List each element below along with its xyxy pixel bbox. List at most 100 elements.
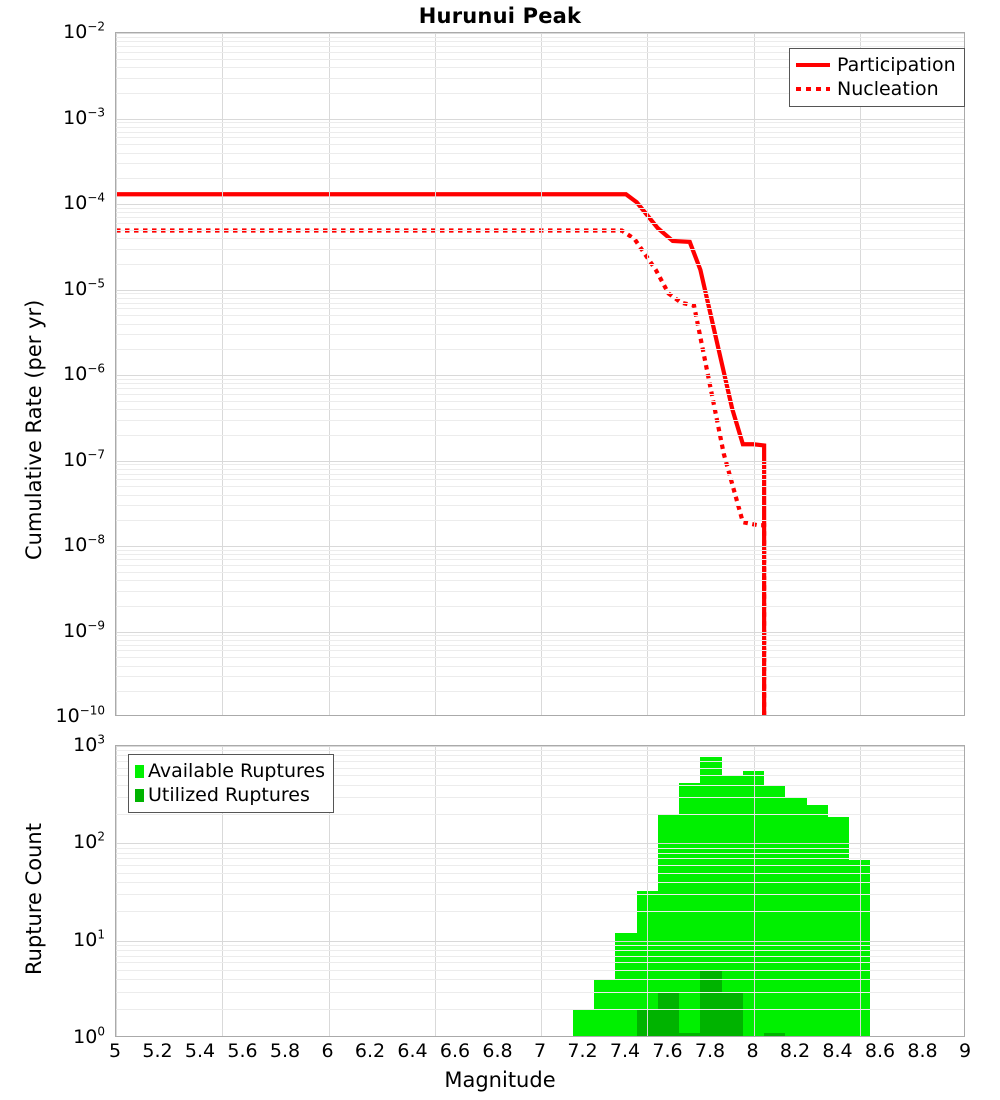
gridline-horizontal xyxy=(116,571,964,573)
y-tick-label: 103 xyxy=(73,732,105,756)
histogram-bars xyxy=(116,746,964,1036)
x-tick-label: 5.6 xyxy=(227,1040,258,1062)
gridline-horizontal xyxy=(116,549,964,551)
utilized-swatch-icon xyxy=(135,788,144,802)
rate-curves xyxy=(116,192,767,715)
gridline-horizontal xyxy=(116,657,964,659)
x-tick-label: 5 xyxy=(108,1040,122,1062)
dotted-line-icon xyxy=(796,87,830,91)
gridline-horizontal xyxy=(116,894,964,896)
y-tick-label: 10−7 xyxy=(63,447,105,471)
y-tick-label: 10−4 xyxy=(63,190,105,214)
x-tick-label: 7.8 xyxy=(694,1040,726,1062)
legend-label-utilized: Utilized Ruptures xyxy=(148,784,310,806)
gridline-horizontal xyxy=(116,991,964,993)
gridline-horizontal xyxy=(116,126,964,128)
gridline-horizontal xyxy=(116,796,964,798)
gridline-horizontal xyxy=(116,248,964,250)
gridline-horizontal xyxy=(116,945,964,947)
gridline-horizontal xyxy=(116,590,964,592)
legend-item-nucleation: Nucleation xyxy=(796,77,956,101)
gridline-horizontal xyxy=(116,323,964,325)
curve-legend: Participation Nucleation xyxy=(789,48,965,107)
y-tick-label: 10−10 xyxy=(55,703,105,727)
gridline-vertical xyxy=(328,33,330,715)
gridline-horizontal xyxy=(116,207,964,209)
gridline-horizontal xyxy=(116,644,964,646)
bar-available xyxy=(679,782,701,1036)
gridline-horizontal xyxy=(116,775,964,777)
gridline-horizontal xyxy=(116,388,964,390)
gridline-vertical xyxy=(328,746,330,1036)
gridline-horizontal xyxy=(116,67,964,69)
gridline-vertical xyxy=(222,746,224,1036)
gridline-horizontal xyxy=(116,950,964,952)
x-tick-label: 5.4 xyxy=(184,1040,216,1062)
x-tick-label: 5.2 xyxy=(142,1040,173,1062)
gridline-horizontal xyxy=(116,58,964,60)
gridline-horizontal xyxy=(116,676,964,678)
gridline-horizontal xyxy=(116,400,964,402)
gridline-horizontal xyxy=(116,665,964,667)
gridline-vertical xyxy=(647,746,649,1036)
x-tick-label: 6.6 xyxy=(439,1040,471,1062)
legend-label-nucleation: Nucleation xyxy=(837,78,939,100)
gridline-horizontal xyxy=(116,559,964,561)
y-tick-label: 102 xyxy=(73,830,105,854)
x-tick-label: 5.8 xyxy=(269,1040,301,1062)
gridline-horizontal xyxy=(116,178,964,180)
gridline-horizontal xyxy=(116,229,964,231)
gridline-horizontal xyxy=(116,631,964,633)
y-tick-label: 101 xyxy=(73,927,105,951)
gridline-horizontal xyxy=(116,605,964,607)
gridline-horizontal xyxy=(116,222,964,224)
available-swatch-icon xyxy=(135,764,144,778)
gridline-horizontal xyxy=(116,761,964,763)
gridline-horizontal xyxy=(116,852,964,854)
gridline-vertical xyxy=(541,746,542,1036)
y-tick-label: 10−6 xyxy=(63,361,105,385)
gridline-horizontal xyxy=(116,315,964,317)
gridline-vertical xyxy=(116,33,117,715)
gridline-horizontal xyxy=(116,302,964,304)
gridline-horizontal xyxy=(116,460,964,462)
bar-available xyxy=(764,784,786,1036)
gridline-horizontal xyxy=(116,814,964,816)
legend-label-participation: Participation xyxy=(837,54,956,76)
gridline-horizontal xyxy=(116,92,964,94)
gridline-horizontal xyxy=(116,297,964,299)
y-tick-label: 10−5 xyxy=(63,276,105,300)
gridline-horizontal xyxy=(116,419,964,421)
gridline-vertical xyxy=(753,746,755,1036)
x-tick-label: 8 xyxy=(746,1040,759,1062)
gridline-horizontal xyxy=(116,409,964,411)
legend-label-available: Available Ruptures xyxy=(148,760,325,782)
gridline-horizontal xyxy=(116,486,964,488)
gridline-horizontal xyxy=(116,580,964,582)
gridline-horizontal xyxy=(116,204,964,205)
gridline-vertical xyxy=(541,33,542,715)
bar-available xyxy=(594,979,616,1036)
gridline-horizontal xyxy=(116,955,964,957)
gridline-horizontal xyxy=(116,554,964,556)
bar-available xyxy=(615,932,637,1036)
x-tick-label: 7.2 xyxy=(567,1040,598,1062)
gridline-horizontal xyxy=(116,163,964,165)
top-y-axis-title: Cumulative Rate (per yr) xyxy=(22,299,46,560)
x-tick-label: 8.6 xyxy=(864,1040,896,1062)
gridline-horizontal xyxy=(116,962,964,964)
gridline-horizontal xyxy=(116,494,964,496)
gridline-horizontal xyxy=(116,263,964,265)
bar-available xyxy=(657,814,680,1036)
x-tick-label: 7.4 xyxy=(609,1040,641,1062)
gridline-horizontal xyxy=(116,46,964,48)
gridline-horizontal xyxy=(116,767,964,769)
gridline-vertical xyxy=(434,746,436,1036)
y-tick-label: 10−3 xyxy=(63,105,105,129)
gridline-horizontal xyxy=(116,217,964,219)
gridline-horizontal xyxy=(116,1008,964,1010)
x-tick-label: 8.2 xyxy=(779,1040,811,1062)
gridline-horizontal xyxy=(116,911,964,913)
x-tick-label: 7 xyxy=(533,1040,547,1062)
gridline-vertical xyxy=(434,33,436,715)
